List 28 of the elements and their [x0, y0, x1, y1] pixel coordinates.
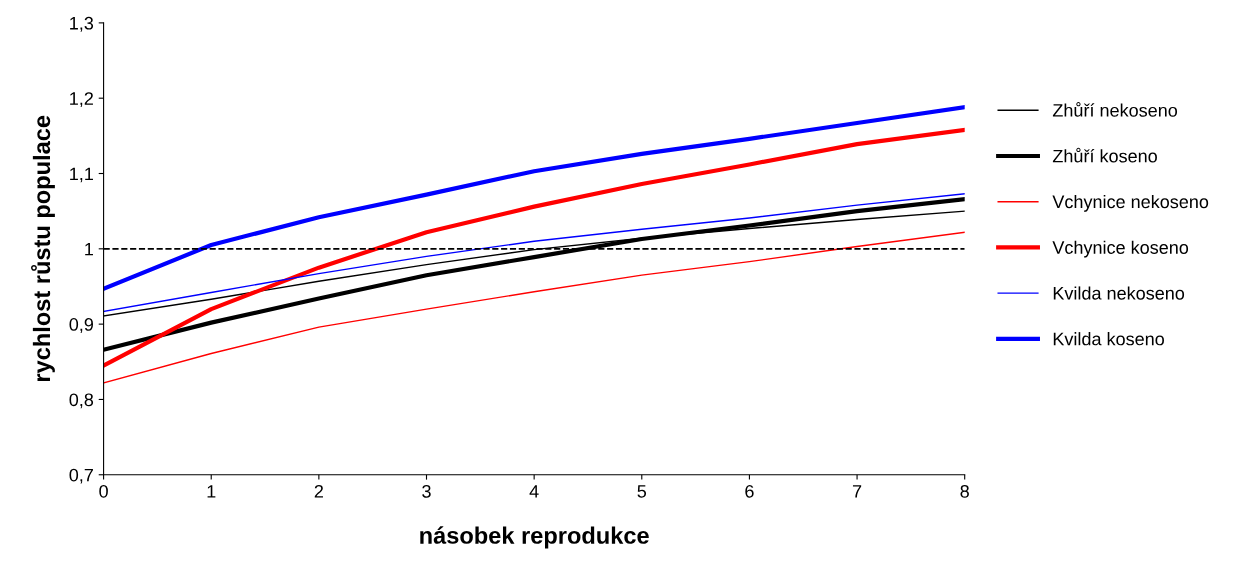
x-tick-label: 3 [422, 484, 431, 498]
legend-label: Vchynice koseno [1052, 240, 1189, 258]
y-tick-label: 1,1 [70, 167, 93, 183]
line-series [103, 105, 965, 291]
y-axis-title: rychlost růstu populace [31, 115, 55, 382]
x-tick-label: 5 [637, 485, 647, 498]
legend-label: Kvilda koseno [1053, 332, 1164, 346]
x-tick-label: 1 [207, 485, 216, 498]
line-series [103, 193, 965, 313]
y-tick-label: 1,2 [70, 92, 93, 108]
legend-label: Zhůří koseno [1052, 147, 1157, 163]
y-tick-label: 0,8 [69, 393, 94, 409]
x-tick-label: 2 [314, 484, 323, 498]
x-tick-label: 7 [852, 485, 862, 498]
line-series [103, 231, 965, 384]
x-tick-label: 6 [745, 484, 754, 498]
legend-label: Zhůří nekoseno [1052, 102, 1178, 117]
legend-label: Kvilda nekoseno [1053, 286, 1185, 300]
y-tick-label: 0,7 [69, 468, 93, 484]
legend-label: Vchynice nekoseno [1052, 194, 1209, 212]
x-axis-title: násobek reprodukce [420, 526, 649, 549]
line-series [103, 127, 965, 368]
x-tick-label: 4 [529, 485, 539, 498]
y-tick-label: 0,9 [69, 318, 94, 333]
x-tick-label: 8 [960, 484, 969, 498]
x-tick-label: 0 [99, 484, 108, 498]
y-tick-label: 1 [85, 242, 93, 256]
y-tick-label: 1,3 [70, 16, 94, 32]
